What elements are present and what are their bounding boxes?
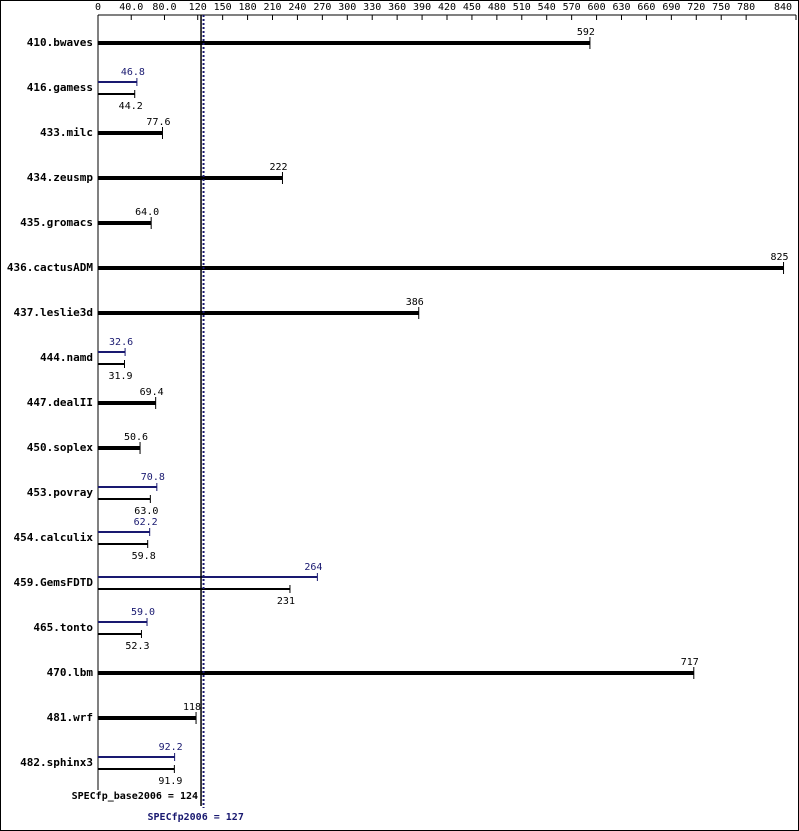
value-label: 92.2	[159, 742, 183, 753]
bar	[98, 716, 197, 720]
value-label: 386	[406, 297, 424, 308]
bar	[98, 176, 283, 180]
value-label: 59.0	[131, 607, 155, 618]
x-tick-label: 270	[313, 2, 331, 13]
value-label: 62.2	[134, 517, 158, 528]
peak-bar	[98, 621, 148, 623]
value-label: 44.2	[119, 101, 143, 112]
value-label: 70.8	[141, 472, 165, 483]
x-tick-label: 360	[388, 2, 406, 13]
x-tick-label: 120	[189, 2, 207, 13]
base-bar	[98, 768, 175, 770]
value-label: 717	[681, 657, 699, 668]
peak-bar	[98, 531, 150, 533]
x-tick-label: 240	[288, 2, 306, 13]
value-label: 77.6	[146, 117, 170, 128]
x-tick-label: 180	[239, 2, 257, 13]
x-tick-label: 840	[774, 2, 792, 13]
category-label: 465.tonto	[33, 621, 93, 634]
category-label: 470.lbm	[47, 666, 94, 679]
value-label: 69.4	[140, 387, 164, 398]
category-label: 453.povray	[27, 486, 94, 499]
category-label: 459.GemsFDTD	[14, 576, 94, 589]
x-tick-label: 720	[687, 2, 705, 13]
bar	[98, 401, 156, 405]
bar	[98, 311, 419, 315]
value-label: 59.8	[132, 551, 156, 562]
peak-bar	[98, 756, 175, 758]
x-tick-label: 750	[712, 2, 730, 13]
value-label: 91.9	[158, 776, 182, 787]
peak-bar	[98, 81, 137, 83]
peak-bar	[98, 351, 126, 353]
x-tick-label: 80.0	[152, 2, 176, 13]
x-tick-label: 150	[214, 2, 232, 13]
bar	[98, 221, 152, 225]
category-label: 444.namd	[40, 351, 93, 364]
x-tick-label: 780	[737, 2, 755, 13]
reference-label: SPECfp2006 = 127	[148, 812, 244, 823]
category-label: 433.milc	[40, 126, 93, 139]
base-bar	[98, 363, 125, 365]
base-bar	[98, 93, 135, 95]
x-tick-label: 480	[488, 2, 506, 13]
x-tick-label: 420	[438, 2, 456, 13]
x-tick-label: 630	[612, 2, 630, 13]
value-label: 50.6	[124, 432, 148, 443]
x-tick-label: 660	[637, 2, 655, 13]
category-label: 437.leslie3d	[14, 306, 93, 319]
reference-label: SPECfp_base2006 = 124	[72, 791, 198, 802]
value-label: 592	[577, 27, 595, 38]
x-tick-label: 210	[263, 2, 281, 13]
x-tick-label: 600	[588, 2, 606, 13]
value-label: 264	[304, 562, 322, 573]
category-label: 450.soplex	[27, 441, 94, 454]
category-label: 447.dealII	[27, 396, 93, 409]
value-label: 231	[277, 596, 295, 607]
base-bar	[98, 543, 148, 545]
value-label: 63.0	[134, 506, 158, 517]
value-label: 46.8	[121, 67, 145, 78]
x-tick-label: 570	[563, 2, 581, 13]
x-tick-label: 690	[662, 2, 680, 13]
bar	[98, 446, 141, 450]
category-label: 454.calculix	[14, 531, 94, 544]
value-label: 825	[771, 252, 789, 263]
value-label: 222	[269, 162, 287, 173]
x-tick-label: 450	[463, 2, 481, 13]
bar	[98, 671, 694, 675]
peak-bar	[98, 486, 157, 488]
category-label: 481.wrf	[47, 711, 93, 724]
base-bar	[98, 588, 290, 590]
base-bar	[98, 633, 142, 635]
category-label: 416.gamess	[27, 81, 93, 94]
bar	[98, 266, 784, 270]
value-label: 64.0	[135, 207, 159, 218]
value-label: 32.6	[109, 337, 133, 348]
value-label: 52.3	[125, 641, 149, 652]
category-label: 436.cactusADM	[7, 261, 93, 274]
category-label: 410.bwaves	[27, 36, 93, 49]
x-tick-label: 40.0	[119, 2, 143, 13]
category-label: 482.sphinx3	[20, 756, 93, 769]
x-tick-label: 300	[338, 2, 356, 13]
bar	[98, 131, 163, 135]
x-tick-label: 0	[95, 2, 101, 13]
x-tick-label: 540	[538, 2, 556, 13]
category-label: 435.gromacs	[20, 216, 93, 229]
peak-bar	[98, 576, 318, 578]
x-tick-label: 330	[363, 2, 381, 13]
category-label: 434.zeusmp	[27, 171, 94, 184]
x-tick-label: 390	[413, 2, 431, 13]
value-label: 118	[183, 702, 201, 713]
base-bar	[98, 498, 151, 500]
value-label: 31.9	[108, 371, 132, 382]
bar	[98, 41, 590, 45]
x-tick-label: 510	[513, 2, 531, 13]
